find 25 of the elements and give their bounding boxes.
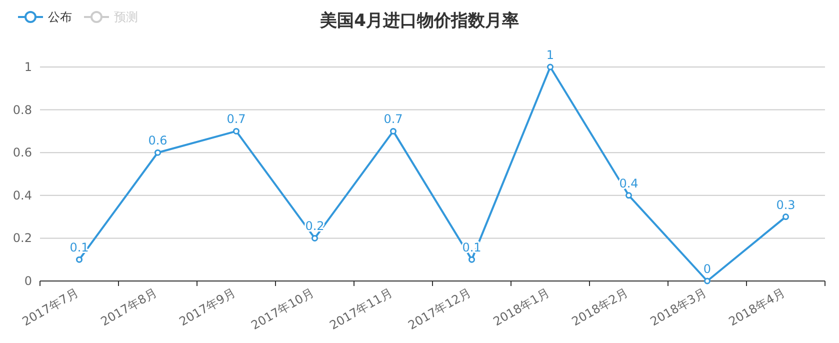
data-label: 0.7 [384, 112, 403, 126]
y-tick-label: 1 [24, 60, 32, 74]
point [704, 278, 710, 284]
data-label: 0.1 [70, 240, 89, 255]
point [76, 256, 82, 263]
point [468, 256, 475, 263]
legend-label: 公布 [48, 10, 72, 24]
y-tick-label: 0.4 [12, 188, 32, 202]
data-label: 0.3 [776, 198, 796, 212]
point [154, 149, 161, 156]
y-tick-label: 0.6 [12, 146, 32, 160]
data-label: 0 [703, 262, 712, 276]
point [782, 214, 789, 220]
y-tick-label: 0 [24, 274, 32, 288]
point [390, 128, 396, 134]
point [626, 192, 632, 199]
data-label: 1 [546, 48, 554, 62]
data-label: 0.6 [148, 134, 168, 148]
point [547, 64, 554, 70]
y-tick-label: 0.2 [12, 231, 32, 246]
data-label: 0.7 [226, 112, 246, 126]
point [312, 234, 318, 242]
chart-title: 美国4月进口物价指数月率 [319, 11, 519, 31]
y-tick-label: 0.8 [12, 102, 32, 117]
point [233, 128, 240, 134]
